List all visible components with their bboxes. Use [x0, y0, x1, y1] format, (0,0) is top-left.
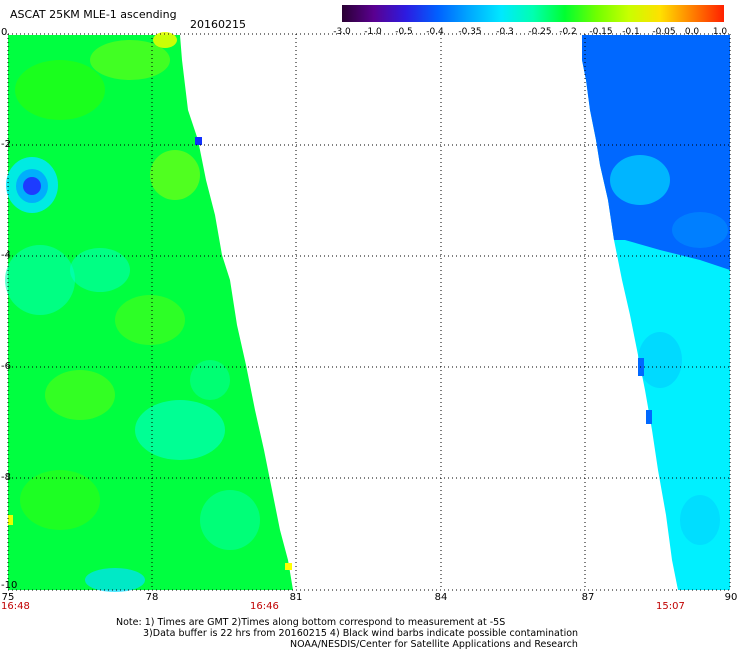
colorbar-label: -3.0	[333, 27, 351, 37]
lon-label: 84	[434, 592, 448, 603]
pass-time-west-end: 16:46	[250, 601, 279, 612]
grid-lines	[7, 33, 731, 591]
colorbar-label: -0.3	[496, 27, 514, 37]
colorbar-label: -0.5	[395, 27, 413, 37]
lat-label: -6	[1, 361, 11, 372]
east-swath-data	[582, 35, 730, 590]
colorbar-label: 0.0	[684, 27, 700, 37]
colorbar-label: -0.2	[559, 27, 577, 37]
west-swath-data	[5, 32, 293, 592]
note-line-3: NOAA/NESDIS/Center for Satellite Applica…	[290, 639, 578, 650]
colorbar-label: -0.15	[589, 27, 613, 37]
colorbar-label: -0.25	[528, 27, 552, 37]
lat-label: -10	[1, 580, 18, 591]
colorbar	[342, 5, 724, 22]
pass-time-west-start: 16:48	[1, 601, 30, 612]
lat-label: 0	[1, 27, 8, 38]
lon-label: 81	[289, 592, 303, 603]
lon-label: 90	[724, 592, 738, 603]
colorbar-label: -0.35	[458, 27, 482, 37]
lon-label: 75	[1, 592, 15, 603]
pass-time-east: 15:07	[656, 601, 685, 612]
colorbar-label: -0.1	[622, 27, 640, 37]
colorbar-label: -0.05	[652, 27, 676, 37]
map-date: 20160215	[190, 18, 246, 31]
colorbar-label: -1.0	[364, 27, 382, 37]
colorbar-label: 1.0	[712, 27, 728, 37]
lat-label: -2	[1, 139, 11, 150]
colorbar-label: -0.4	[426, 27, 444, 37]
lat-label: -4	[1, 250, 11, 261]
lon-label: 78	[145, 592, 159, 603]
lat-label: -8	[1, 472, 11, 483]
colorbar-gradient	[342, 5, 724, 22]
note-line-1: Note: 1) Times are GMT 2)Times along bot…	[116, 617, 506, 628]
map-title: ASCAT 25KM MLE-1 ascending	[10, 8, 177, 21]
note-line-2: 3)Data buffer is 22 hrs from 20160215 4)…	[143, 628, 579, 639]
lon-label: 87	[581, 592, 595, 603]
